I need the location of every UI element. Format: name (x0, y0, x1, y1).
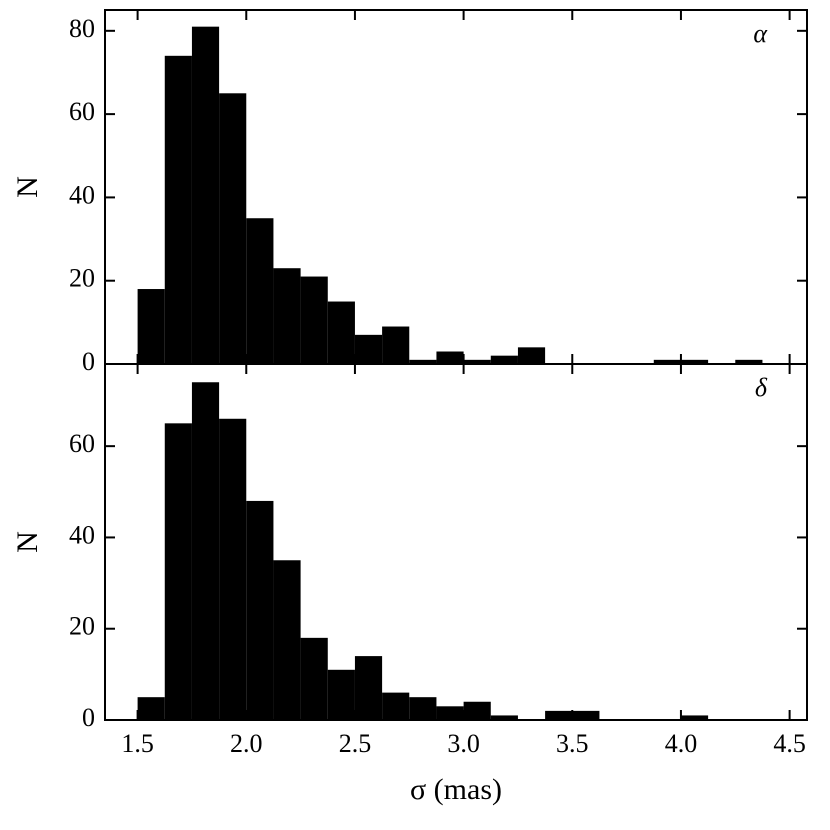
bar (463, 701, 491, 720)
bar (137, 697, 165, 720)
x-tick-label: 2.0 (230, 729, 263, 758)
x-tick-label: 4.0 (665, 729, 698, 758)
panel-annotation: α (753, 19, 768, 48)
x-axis-label: σ (mas) (410, 773, 502, 806)
bar (409, 359, 437, 364)
bar (490, 355, 518, 364)
bar (680, 715, 709, 720)
bar (191, 26, 220, 365)
y-tick-label: 40 (69, 520, 95, 549)
x-tick-label: 3.5 (556, 729, 589, 758)
y-tick-label: 20 (69, 264, 95, 293)
x-tick-label: 4.5 (773, 729, 806, 758)
bar (545, 710, 573, 720)
y-tick-label: 0 (82, 347, 95, 376)
y-tick-label: 20 (69, 612, 95, 641)
bar (409, 697, 437, 720)
y-tick-label: 0 (82, 703, 95, 732)
bar (680, 359, 709, 364)
bar (735, 359, 763, 364)
bar (219, 93, 247, 364)
bar (436, 351, 464, 364)
bar (273, 268, 301, 364)
y-tick-label: 60 (69, 97, 95, 126)
bar (382, 326, 410, 364)
bar (164, 423, 192, 720)
y-tick-label: 80 (69, 14, 95, 43)
bar (463, 359, 491, 364)
bar (137, 289, 165, 364)
bar (219, 418, 247, 720)
bar (436, 706, 464, 720)
bar (354, 656, 383, 720)
panel-annotation: δ (755, 373, 768, 402)
bar (653, 359, 681, 364)
x-tick-label: 3.0 (447, 729, 480, 758)
bar (300, 276, 328, 364)
bar (246, 218, 274, 364)
axes-frame (104, 363, 808, 721)
y-axis-label: N (11, 176, 44, 198)
bar (246, 500, 274, 720)
x-tick-label: 2.5 (339, 729, 372, 758)
bar (191, 382, 220, 720)
bar (164, 55, 192, 364)
bar (273, 560, 301, 720)
bar (490, 715, 518, 720)
bar (327, 301, 355, 364)
y-tick-label: 40 (69, 180, 95, 209)
bar (300, 637, 328, 720)
bar (382, 692, 410, 720)
bar (572, 710, 600, 720)
bar (354, 334, 383, 364)
y-tick-label: 60 (69, 429, 95, 458)
bar (327, 669, 355, 720)
bar (517, 347, 546, 364)
y-axis-label: N (11, 531, 44, 553)
x-tick-label: 1.5 (121, 729, 154, 758)
